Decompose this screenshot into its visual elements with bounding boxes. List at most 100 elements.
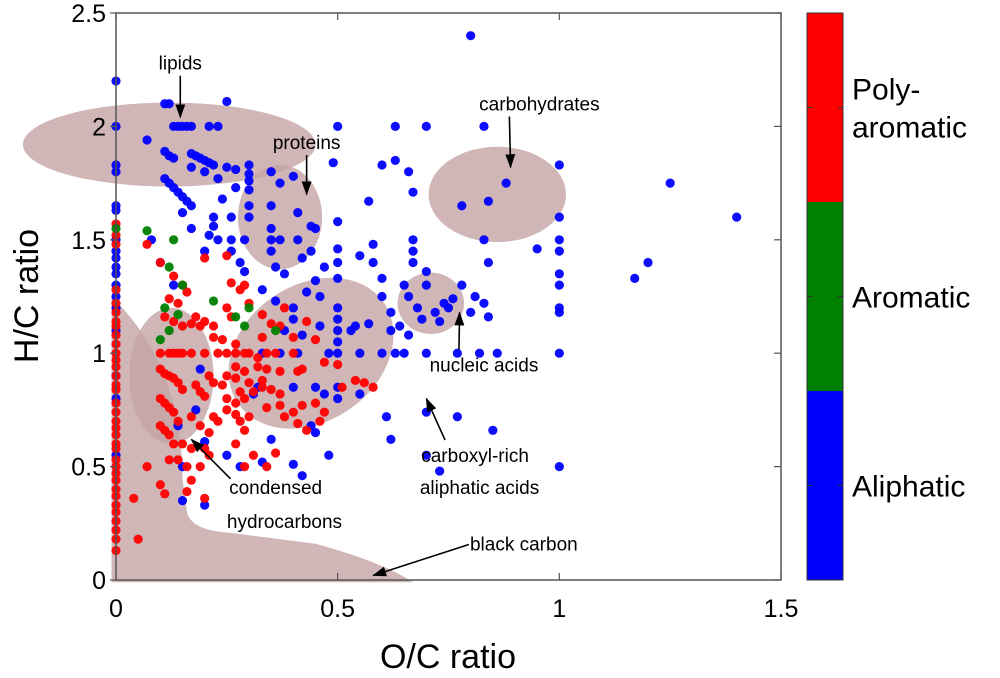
point-aliphatic — [435, 316, 445, 327]
point-aliphatic — [244, 185, 254, 195]
y-tick-label: 2 — [92, 113, 106, 141]
point-aliphatic — [417, 314, 427, 324]
point-aliphatic — [333, 217, 343, 227]
point-poly-aromatic — [288, 348, 298, 358]
point-aliphatic — [333, 273, 343, 283]
point-aliphatic — [364, 319, 374, 329]
colorbar-label: Aromatic — [852, 282, 970, 315]
point-poly-aromatic — [231, 373, 241, 383]
point-poly-aromatic — [169, 439, 179, 449]
point-poly-aromatic — [257, 332, 267, 342]
point-poly-aromatic — [297, 364, 307, 374]
point-aliphatic — [333, 348, 343, 358]
point-aliphatic — [333, 244, 343, 254]
point-aliphatic — [457, 280, 467, 290]
point-aliphatic — [239, 266, 250, 277]
point-poly-aromatic — [239, 393, 250, 404]
point-aliphatic — [200, 246, 210, 256]
point-aliphatic — [288, 303, 298, 313]
point-aliphatic — [355, 251, 365, 261]
point-poly-aromatic — [169, 271, 179, 281]
point-aliphatic — [266, 201, 276, 211]
point-aliphatic — [297, 253, 307, 263]
annotation-arrow — [372, 543, 470, 577]
point-poly-aromatic — [302, 425, 312, 435]
point-aliphatic — [421, 280, 431, 290]
point-poly-aromatic — [359, 378, 369, 388]
point-aliphatic — [302, 287, 312, 297]
point-poly-aromatic — [173, 378, 183, 388]
point-poly-aromatic — [155, 257, 165, 268]
point-aliphatic — [244, 160, 254, 170]
point-aliphatic — [474, 348, 485, 358]
point-poly-aromatic — [191, 312, 201, 322]
point-poly-aromatic — [288, 407, 298, 417]
point-aliphatic — [421, 266, 431, 277]
point-poly-aromatic — [266, 319, 276, 329]
colorbar-label: aromatic — [852, 112, 967, 145]
point-poly-aromatic — [239, 425, 250, 435]
point-poly-aromatic — [368, 382, 378, 392]
point-poly-aromatic — [310, 334, 321, 345]
x-tick-label: 0 — [109, 595, 123, 623]
annotation-label: condensed — [229, 478, 322, 499]
point-aliphatic — [377, 348, 387, 358]
point-poly-aromatic — [257, 375, 267, 386]
point-aliphatic — [333, 303, 343, 313]
annotation-label: carboxyl-rich — [421, 446, 529, 467]
point-aliphatic — [191, 405, 201, 415]
point-aliphatic — [266, 167, 276, 177]
y-tick-label: 0.5 — [71, 454, 106, 482]
point-poly-aromatic — [208, 332, 219, 342]
point-aliphatic — [479, 235, 489, 245]
point-aliphatic — [443, 303, 454, 313]
point-poly-aromatic — [271, 348, 281, 358]
point-poly-aromatic — [186, 348, 196, 358]
point-aliphatic — [554, 307, 564, 317]
point-poly-aromatic — [200, 391, 210, 401]
point-aliphatic — [231, 183, 241, 193]
point-aliphatic — [421, 121, 431, 131]
point-aliphatic — [239, 235, 250, 245]
x-tick-label: 1.5 — [764, 595, 799, 623]
point-poly-aromatic — [204, 427, 214, 438]
point-poly-aromatic — [222, 303, 232, 313]
point-aliphatic — [501, 178, 511, 188]
point-aliphatic — [204, 121, 214, 131]
point-poly-aromatic — [222, 348, 232, 358]
point-aliphatic — [244, 176, 254, 186]
point-aliphatic — [169, 153, 179, 163]
point-poly-aromatic — [337, 382, 347, 392]
point-aliphatic — [554, 280, 564, 290]
point-aliphatic — [244, 201, 254, 211]
point-poly-aromatic — [231, 339, 241, 349]
region-black-carbon — [111, 296, 414, 583]
point-poly-aromatic — [235, 416, 245, 426]
point-aromatic — [177, 280, 188, 290]
point-aliphatic — [328, 158, 338, 168]
point-poly-aromatic — [208, 321, 219, 331]
point-aliphatic — [377, 291, 387, 302]
point-aliphatic — [421, 348, 431, 358]
point-aromatic — [142, 226, 152, 236]
point-aliphatic — [177, 496, 188, 506]
point-aliphatic — [222, 162, 232, 172]
point-aliphatic — [412, 303, 423, 313]
point-poly-aromatic — [186, 475, 196, 485]
point-aliphatic — [488, 425, 498, 435]
point-aliphatic — [408, 257, 418, 268]
point-aliphatic — [532, 244, 542, 254]
point-aliphatic — [213, 121, 223, 131]
point-aliphatic — [306, 246, 316, 256]
point-aliphatic — [226, 212, 236, 222]
point-poly-aromatic — [297, 400, 307, 410]
point-aliphatic — [200, 167, 210, 177]
point-aliphatic — [310, 276, 321, 286]
point-poly-aromatic — [253, 362, 263, 372]
point-aromatic — [173, 310, 183, 320]
y-tick-label: 0 — [92, 567, 106, 595]
point-aliphatic — [554, 348, 564, 358]
point-poly-aromatic — [279, 303, 290, 313]
point-poly-aromatic — [262, 348, 272, 358]
point-aliphatic — [399, 280, 409, 290]
